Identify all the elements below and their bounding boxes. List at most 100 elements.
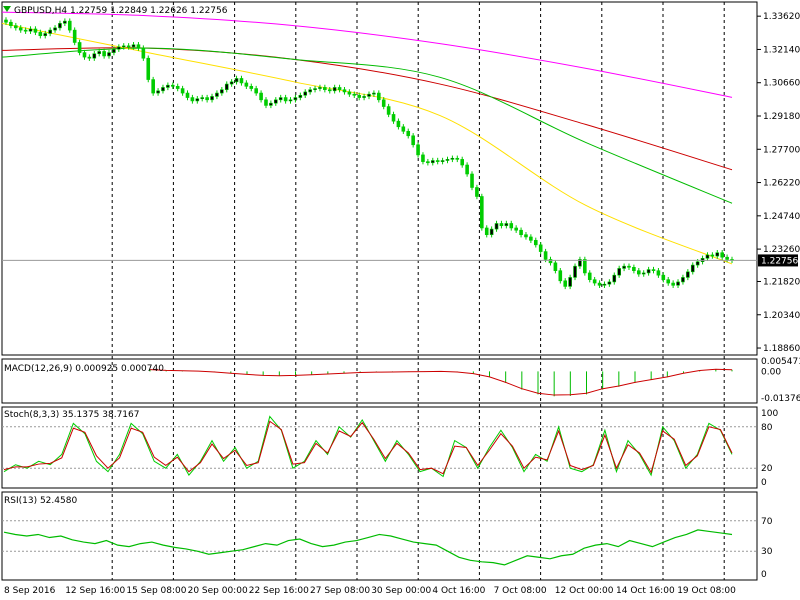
candle (489, 226, 494, 238)
candle (4, 17, 8, 25)
macd-signal-line (149, 368, 733, 396)
candle-body (514, 227, 518, 231)
time-label: 4 Oct 16:00 (432, 586, 485, 596)
candle-body (293, 97, 298, 101)
candle-body (273, 99, 278, 104)
moving-average-line (1, 47, 733, 171)
candle (87, 54, 92, 61)
candle-body (725, 256, 729, 260)
candle-body (578, 259, 582, 267)
price-tick-label: 1.20340 (763, 311, 800, 321)
candle-body (681, 277, 685, 283)
candle (494, 220, 499, 232)
candle (553, 260, 558, 274)
candle-body (470, 173, 474, 188)
candle (548, 256, 553, 266)
rsi-tick-label: 30 (761, 547, 773, 557)
candle-body (264, 99, 268, 106)
time-label: 19 Oct 08:00 (677, 586, 736, 596)
moving-average-line (1, 22, 733, 265)
candle-body (622, 265, 626, 269)
candle-body (558, 270, 563, 282)
candle-body (553, 262, 558, 271)
candle-body (195, 98, 200, 102)
pane-frame-rsi (1, 491, 758, 581)
rsi-lines (2, 520, 757, 566)
candle (475, 184, 479, 200)
candle-body (136, 44, 141, 49)
candle-body (303, 91, 308, 96)
candle-body (92, 53, 97, 59)
candle (82, 49, 87, 60)
candle (180, 85, 185, 96)
candle (720, 249, 724, 260)
candle-body (661, 274, 666, 280)
candle-body (210, 96, 214, 101)
candle-body (175, 86, 180, 89)
price-tick-label: 1.27700 (763, 145, 800, 155)
candle-body (568, 277, 572, 287)
candle (524, 232, 528, 240)
candle-body (573, 265, 577, 278)
candle (445, 156, 450, 164)
candle-body (465, 164, 469, 175)
candle-body (9, 21, 13, 26)
candle (480, 193, 484, 231)
candle (48, 27, 52, 37)
candle (136, 42, 141, 51)
current-price-tag (758, 254, 798, 267)
candle-body (87, 56, 92, 59)
candle-body (475, 187, 479, 197)
candle (112, 46, 116, 56)
candle-body (278, 97, 283, 101)
candle-body (234, 78, 239, 83)
candle-body (48, 29, 52, 34)
rsi-tick-label: 70 (761, 517, 773, 527)
time-label: 30 Sep 00:00 (371, 586, 431, 596)
candle (705, 252, 710, 262)
macd-histogram (149, 368, 733, 397)
candle-body (117, 46, 121, 50)
candle (342, 86, 347, 95)
stochastic-tick-label: 20 (761, 464, 773, 474)
candle-body (185, 92, 190, 98)
candle-body (396, 120, 401, 128)
candle-body (538, 244, 543, 252)
candle (450, 155, 455, 163)
candle (278, 94, 283, 103)
candle (58, 20, 62, 31)
candle-body (666, 279, 671, 284)
candle (676, 279, 680, 288)
candle-body (455, 157, 460, 160)
candle (612, 272, 617, 285)
candle (313, 85, 317, 93)
candle (131, 42, 136, 50)
candle (587, 270, 592, 283)
candle (725, 254, 729, 263)
candle-body (323, 87, 327, 90)
price-tick-label: 1.30660 (763, 79, 800, 89)
candle (190, 94, 195, 104)
time-label: 12 Oct 00:00 (555, 586, 614, 596)
candle (224, 81, 229, 93)
candle-body (401, 126, 406, 132)
time-label: 22 Sep 16:00 (249, 586, 309, 596)
candle (33, 26, 38, 36)
candle (455, 155, 460, 163)
candle (38, 29, 43, 39)
candle (303, 89, 308, 99)
candle (318, 84, 322, 92)
price-tick-label: 1.29180 (763, 112, 800, 122)
candle-body (18, 27, 23, 31)
candle-body (4, 19, 8, 23)
candle (161, 84, 165, 94)
candle (656, 267, 661, 278)
candle-body (161, 87, 165, 92)
candle (509, 220, 514, 231)
candle-body (342, 89, 347, 93)
pane-frame-macd (1, 358, 758, 404)
symbol-info: GBPUSD,H4 1.22759 1.22849 1.22626 1.2275… (14, 6, 228, 16)
candle (533, 237, 538, 248)
macd-tick-label: -0.013763 (761, 394, 800, 404)
